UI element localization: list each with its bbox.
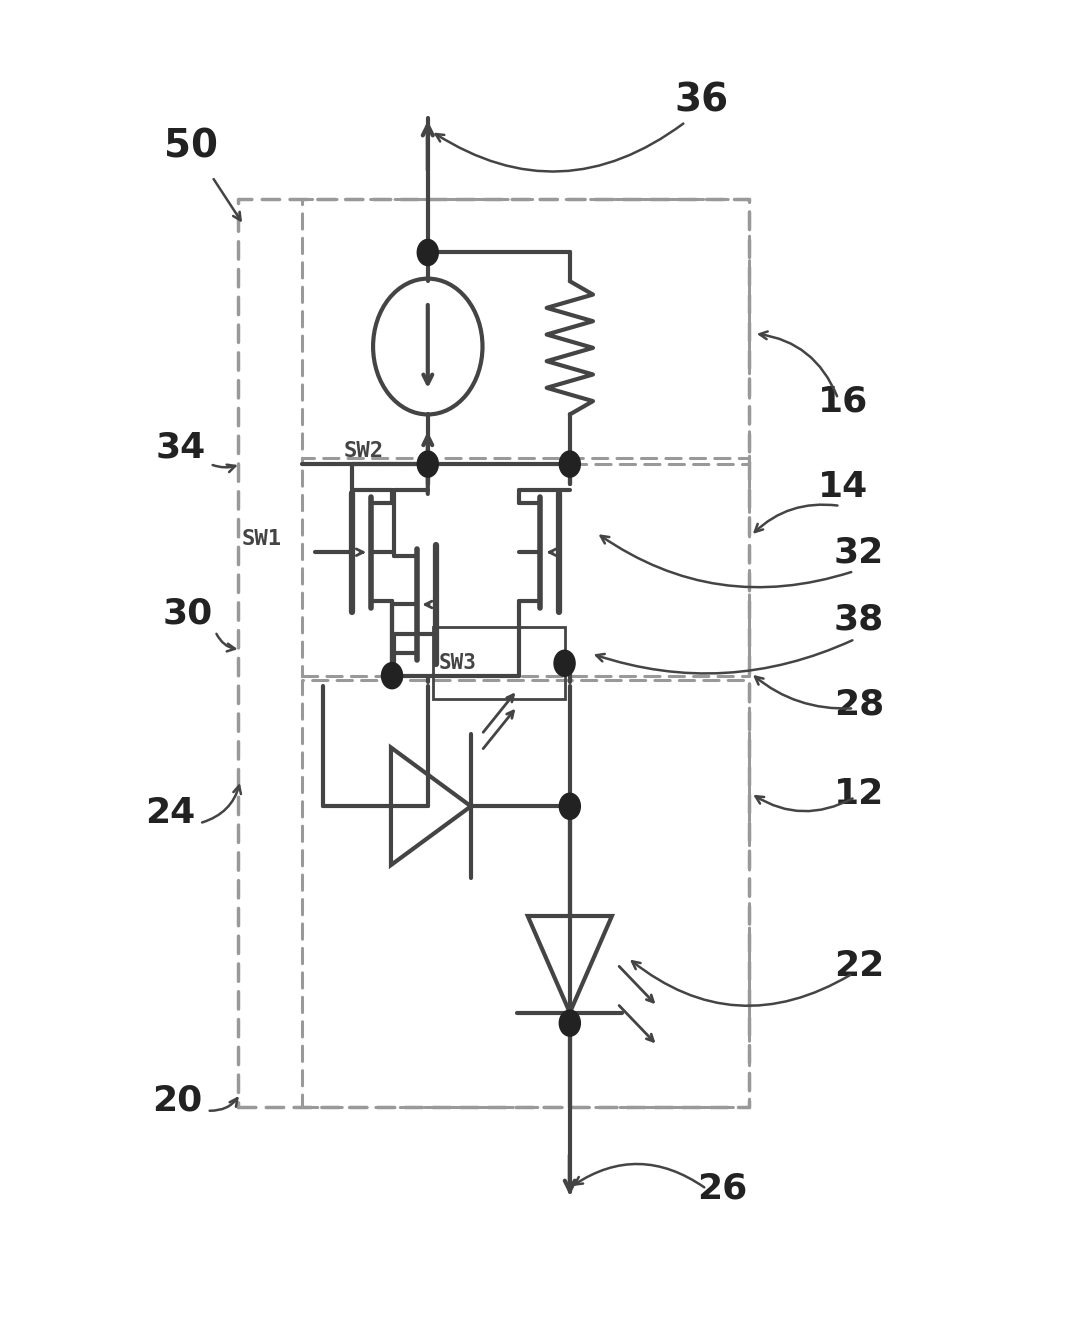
Text: 50: 50 [164, 127, 219, 165]
Circle shape [560, 793, 580, 820]
Circle shape [417, 451, 438, 477]
Text: SW3: SW3 [438, 653, 477, 673]
Circle shape [554, 651, 575, 676]
Circle shape [560, 451, 580, 477]
Text: SW2: SW2 [343, 441, 384, 461]
Text: 32: 32 [834, 535, 885, 569]
Circle shape [560, 1010, 580, 1036]
Text: 38: 38 [834, 603, 885, 638]
Text: 36: 36 [675, 82, 728, 119]
Text: 24: 24 [145, 796, 195, 830]
Text: SW1: SW1 [242, 529, 281, 549]
Text: 20: 20 [152, 1084, 203, 1118]
Bar [433, 627, 565, 700]
Text: 34: 34 [156, 430, 206, 465]
Circle shape [382, 663, 403, 689]
Text: 12: 12 [834, 776, 885, 810]
Text: 16: 16 [819, 385, 869, 418]
Text: 26: 26 [697, 1171, 747, 1205]
Text: 28: 28 [834, 688, 885, 722]
Text: 22: 22 [834, 949, 885, 983]
Circle shape [417, 239, 438, 265]
Text: 14: 14 [819, 470, 869, 504]
Text: 30: 30 [163, 597, 213, 631]
